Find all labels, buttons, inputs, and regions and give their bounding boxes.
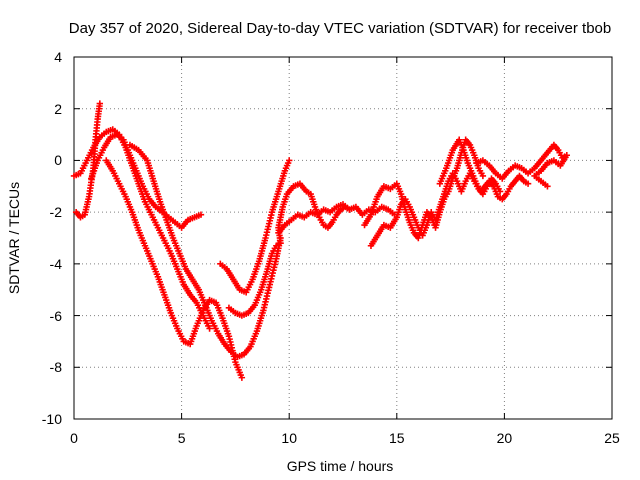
y-tick-labels: 4 2 0 -2 -4 -6 -8 -10 — [42, 49, 62, 427]
data-point-marker — [238, 374, 246, 381]
axis-ticks — [73, 56, 613, 420]
chart-title: Day 357 of 2020, Sidereal Day-to-day VTE… — [69, 20, 611, 37]
x-tick-labels: 0 5 10 15 20 25 — [70, 430, 620, 446]
series-track-6 — [217, 157, 293, 296]
data-point-marker — [544, 183, 551, 190]
data-point-marker — [206, 325, 213, 332]
series-line — [105, 159, 243, 379]
series-track-11 — [436, 136, 532, 203]
data-point-marker — [479, 172, 487, 180]
y-tick-label: 4 — [54, 49, 62, 65]
grid — [74, 57, 612, 419]
series-track-10 — [367, 170, 504, 249]
x-tick-label: 15 — [389, 430, 405, 446]
y-tick-label: -2 — [50, 204, 63, 220]
data-point-marker — [524, 180, 532, 187]
series-track-3 — [88, 131, 205, 231]
data-series — [70, 100, 571, 381]
y-tick-label: 0 — [54, 152, 62, 168]
x-tick-label: 20 — [497, 430, 513, 446]
series-line — [90, 133, 203, 229]
x-tick-label: 10 — [281, 430, 297, 446]
series-track-12 — [473, 141, 571, 190]
plot-frame — [73, 56, 613, 420]
data-point-marker — [197, 211, 205, 218]
x-tick-label: 5 — [178, 430, 186, 446]
x-axis-label: GPS time / hours — [287, 458, 394, 474]
x-tick-label: 25 — [604, 430, 620, 446]
y-tick-label: 2 — [54, 101, 62, 117]
y-tick-label: -4 — [50, 256, 63, 272]
series-track-5 — [126, 141, 284, 361]
x-tick-label: 0 — [70, 430, 78, 446]
y-tick-label: -8 — [50, 359, 63, 375]
data-point-marker — [96, 100, 104, 107]
y-tick-label: -6 — [50, 308, 63, 324]
y-tick-label: -10 — [42, 411, 62, 427]
y-axis-label: SDTVAR / TECUs — [6, 182, 22, 294]
data-point-marker — [286, 157, 293, 164]
series-track-2 — [72, 100, 104, 221]
